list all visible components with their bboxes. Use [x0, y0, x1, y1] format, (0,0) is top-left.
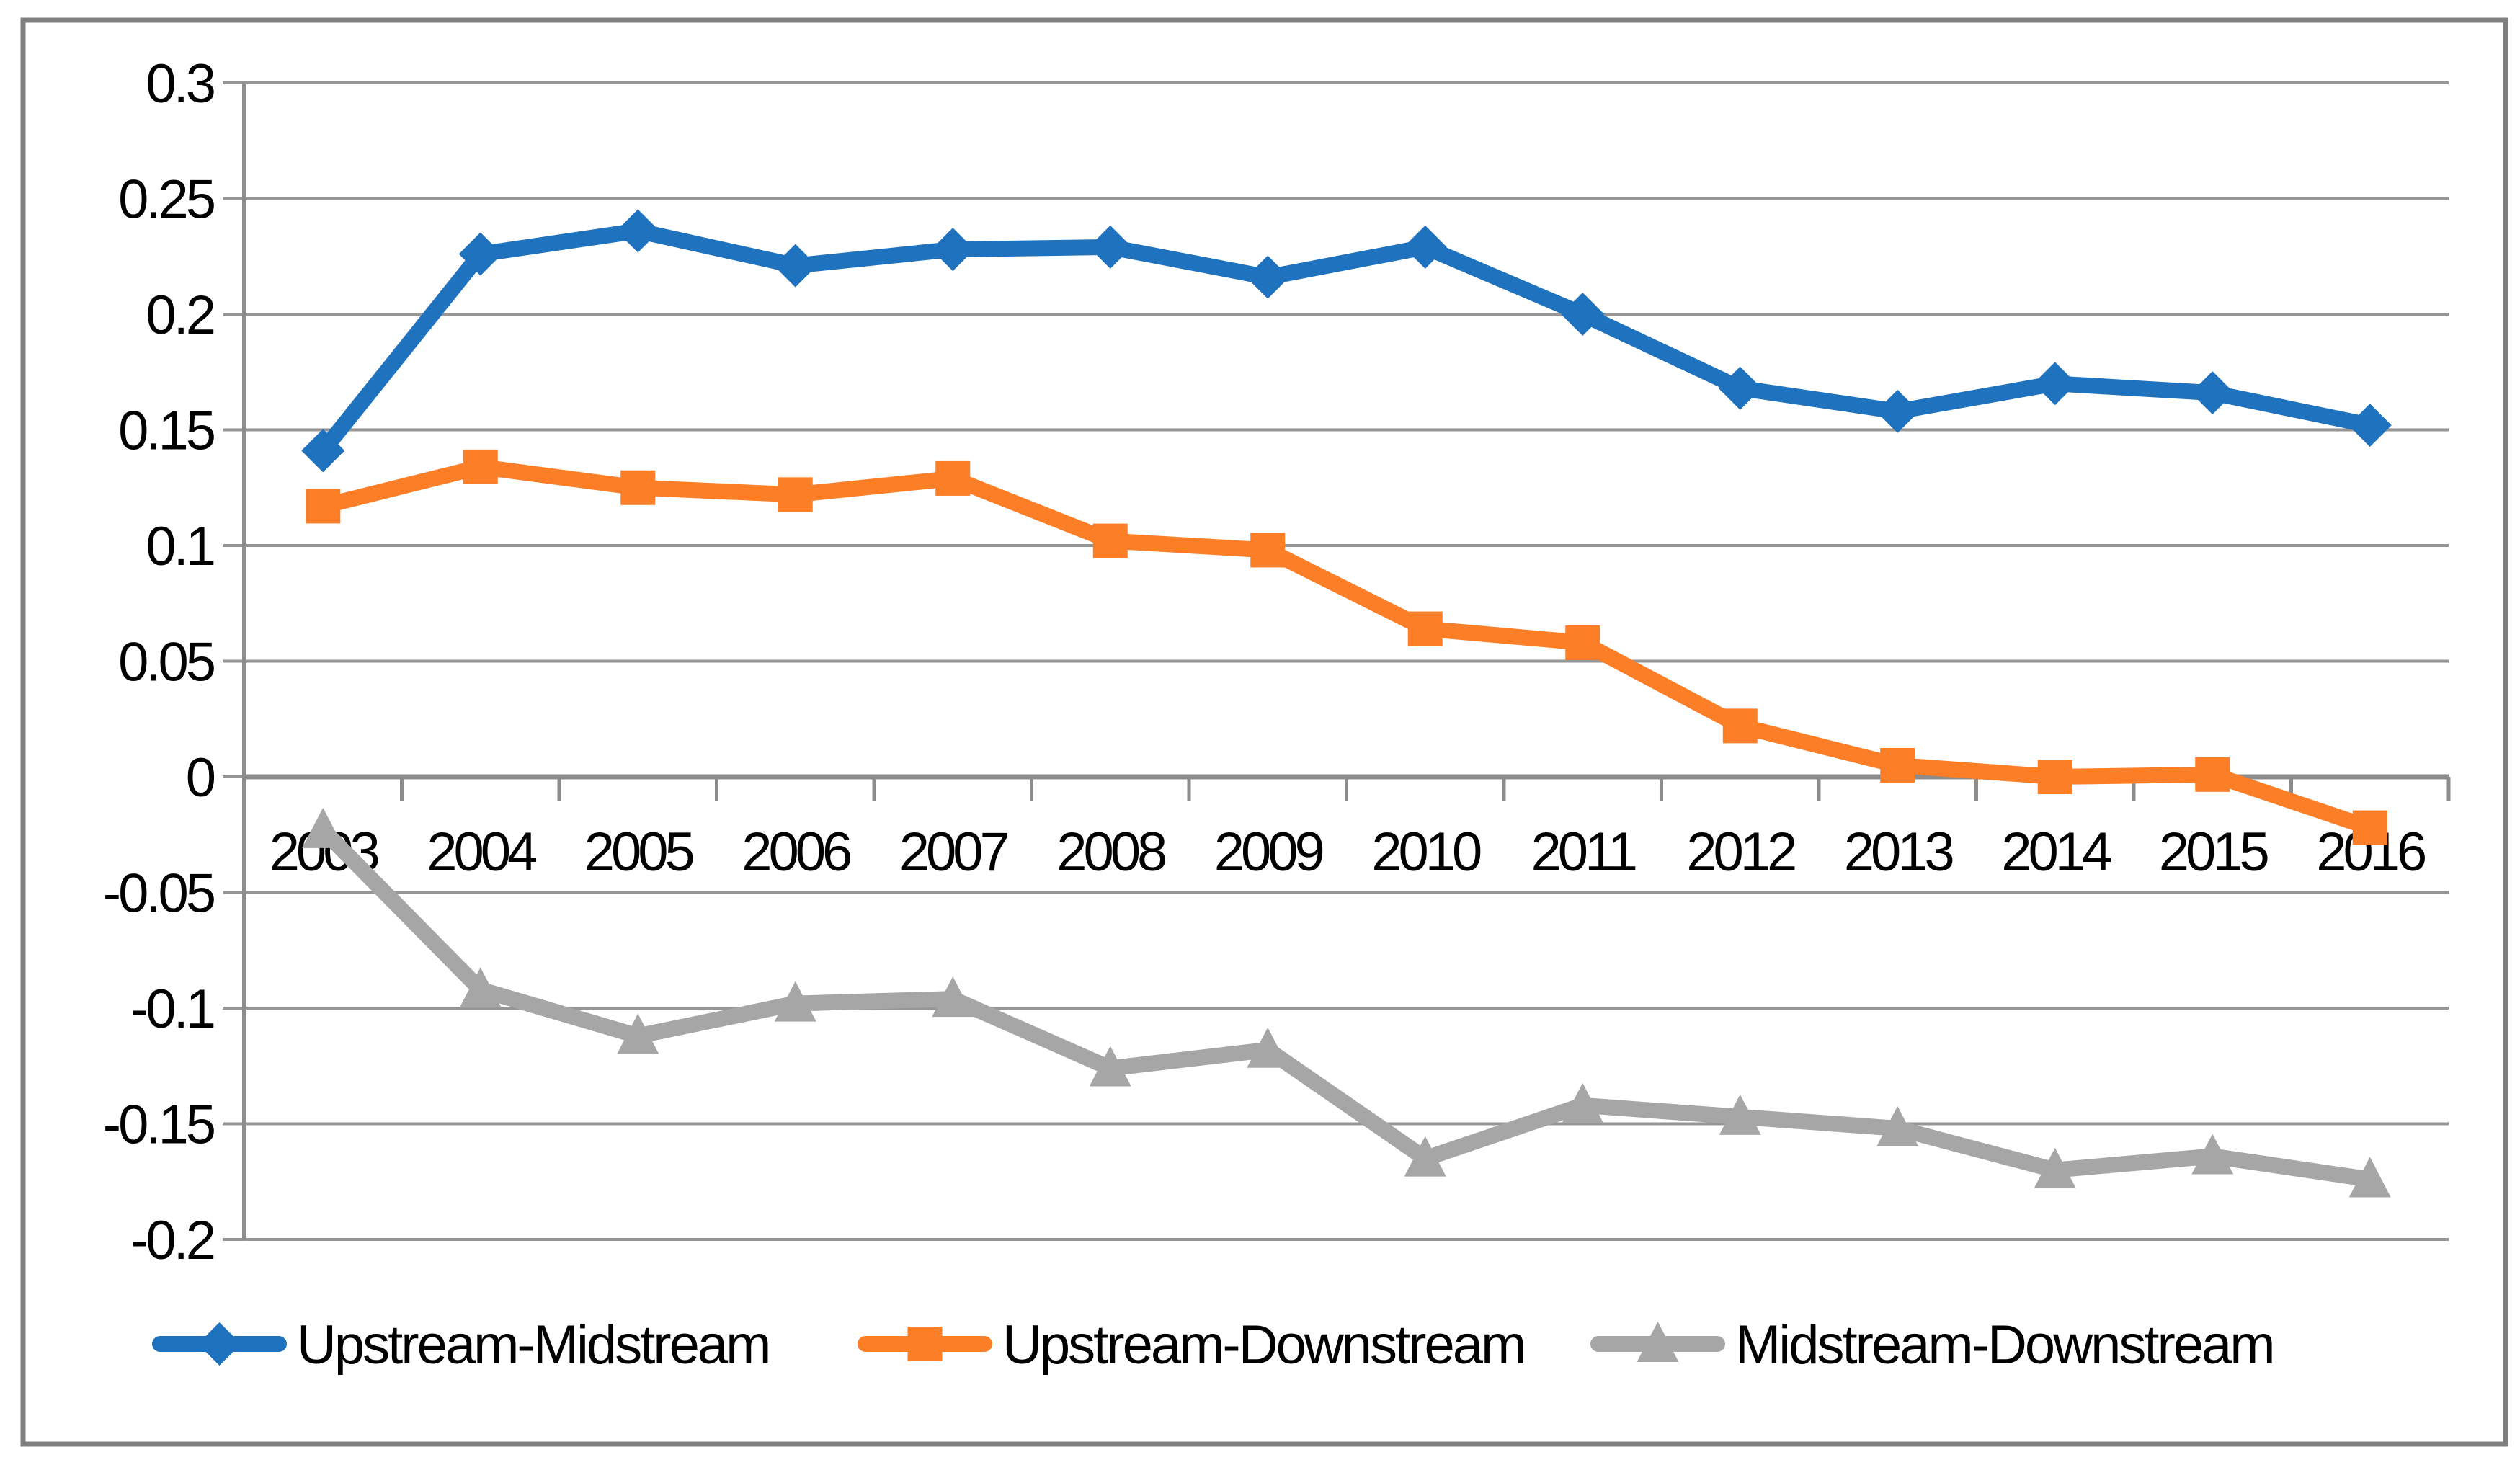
- x-axis-label: 2014: [2001, 821, 2111, 883]
- x-axis-label: 2013: [1844, 821, 1953, 883]
- series-marker-upstream-downstream: [1092, 523, 1128, 558]
- series-marker-upstream-downstream: [1250, 533, 1286, 568]
- x-axis-label: 2004: [427, 821, 537, 883]
- y-axis-label: 0.2: [146, 285, 213, 346]
- x-axis-label: 2011: [1531, 821, 1636, 883]
- series-marker-upstream-midstream: [1876, 389, 1920, 433]
- legend-label-midstream-downstream: Midstream-Downstream: [1735, 1314, 2274, 1376]
- series-marker-upstream-downstream: [2352, 810, 2387, 845]
- series-line-midstream-downstream: [315, 821, 2378, 1188]
- series-marker-upstream-midstream: [931, 228, 975, 272]
- series-marker-midstream-downstream: [1719, 1094, 1761, 1135]
- series-marker-upstream-midstream: [2191, 371, 2235, 415]
- series-line-upstream-midstream: [315, 223, 2378, 459]
- series-marker-upstream-midstream: [1718, 366, 1762, 410]
- series-marker-midstream-downstream: [1089, 1046, 1131, 1087]
- series-marker-midstream-downstream: [1562, 1082, 1604, 1123]
- x-axis-label: 2012: [1686, 821, 1795, 883]
- series-marker-midstream-downstream: [774, 981, 816, 1022]
- series-marker-upstream-downstream: [2195, 757, 2230, 792]
- series-marker-upstream-midstream: [1403, 225, 1447, 269]
- y-axis-label: 0.05: [118, 632, 215, 693]
- series-marker-midstream-downstream: [2034, 1147, 2076, 1188]
- chart-border: [20, 17, 2508, 1447]
- x-axis-label: 2010: [1371, 821, 1481, 883]
- x-axis-label: 2015: [2159, 821, 2269, 883]
- legend-marker-upstream-downstream: [907, 1327, 943, 1361]
- series-marker-upstream-downstream: [1722, 708, 1758, 744]
- series-marker-upstream-midstream: [301, 429, 345, 473]
- y-axis-label: -0.2: [130, 1210, 214, 1271]
- y-axis-label: -0.1: [130, 979, 214, 1040]
- series-marker-midstream-downstream: [302, 807, 344, 848]
- series-marker-upstream-midstream: [2348, 404, 2392, 447]
- legend-marker-upstream-midstream: [197, 1322, 241, 1366]
- legend-label-upstream-downstream: Upstream-Downstream: [1002, 1314, 1524, 1376]
- legend-label-upstream-midstream: Upstream-Midstream: [297, 1314, 769, 1376]
- series-marker-upstream-downstream: [778, 477, 813, 512]
- series-marker-upstream-midstream: [1088, 225, 1132, 269]
- series-marker-midstream-downstream: [2348, 1157, 2391, 1198]
- series-marker-upstream-downstream: [1880, 747, 1915, 783]
- series-marker-midstream-downstream: [459, 967, 502, 1008]
- series-marker-midstream-downstream: [617, 1013, 659, 1054]
- series-marker-upstream-downstream: [306, 489, 341, 524]
- series-marker-upstream-downstream: [935, 460, 971, 496]
- series-marker-upstream-midstream: [1246, 255, 1290, 299]
- x-axis-label: 2008: [1056, 821, 1165, 883]
- series-marker-upstream-midstream: [458, 232, 502, 276]
- y-axis-label: 0.1: [146, 516, 213, 577]
- x-axis-label: 2005: [584, 821, 694, 883]
- y-axis-label: 0: [186, 747, 215, 809]
- y-axis-label: 0.15: [118, 401, 215, 462]
- x-axis-label: 2007: [899, 821, 1008, 883]
- y-axis-label: 0.3: [146, 53, 213, 115]
- series-marker-midstream-downstream: [932, 976, 974, 1018]
- series-marker-upstream-midstream: [616, 209, 660, 253]
- y-axis-label: -0.05: [103, 863, 215, 925]
- series-marker-upstream-midstream: [1561, 293, 1605, 336]
- series-marker-upstream-downstream: [463, 449, 498, 484]
- series-marker-midstream-downstream: [2191, 1134, 2234, 1175]
- series-line-upstream-downstream: [315, 458, 2378, 836]
- x-axis-label: 2009: [1214, 821, 1323, 883]
- series-marker-upstream-midstream: [773, 244, 817, 288]
- series-marker-upstream-downstream: [1407, 611, 1443, 646]
- y-axis-label: -0.15: [103, 1095, 215, 1156]
- series-marker-upstream-downstream: [2037, 760, 2072, 794]
- series-marker-upstream-downstream: [620, 470, 656, 505]
- series-marker-upstream-downstream: [1565, 625, 1600, 660]
- legend-marker-midstream-downstream: [1637, 1322, 1679, 1362]
- x-axis-label: 2006: [742, 821, 850, 883]
- series-marker-midstream-downstream: [1876, 1105, 1919, 1146]
- y-axis-label: 0.25: [118, 169, 215, 231]
- series-marker-midstream-downstream: [1404, 1136, 1446, 1177]
- series-marker-upstream-midstream: [2033, 362, 2077, 406]
- series-marker-midstream-downstream: [1247, 1027, 1289, 1068]
